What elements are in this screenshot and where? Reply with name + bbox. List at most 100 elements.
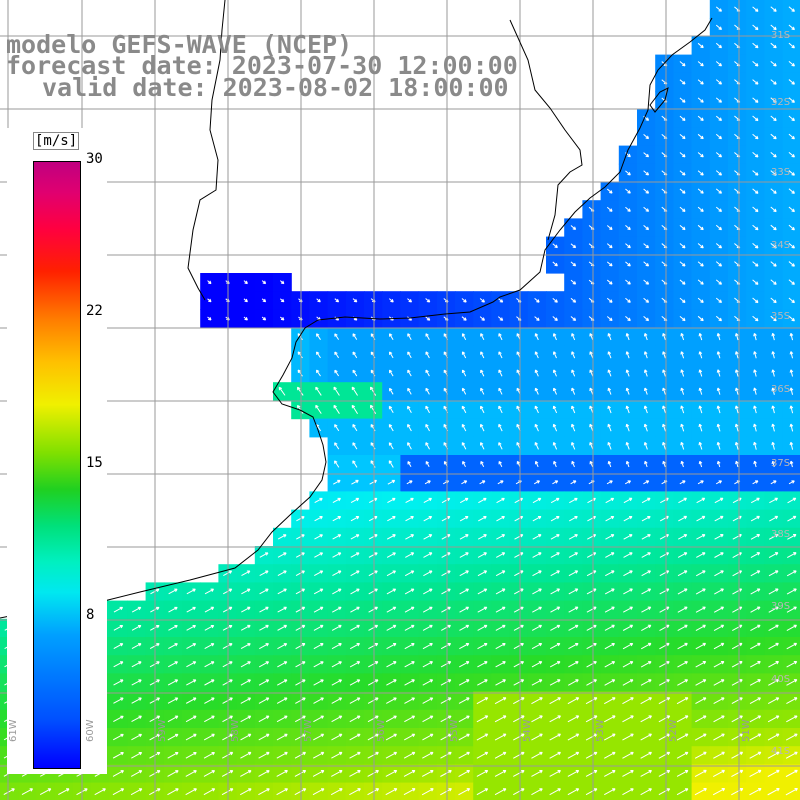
wind-arrow bbox=[786, 588, 797, 595]
wind-arrow bbox=[367, 715, 379, 723]
wind-arrow bbox=[385, 770, 398, 777]
wind-arrow bbox=[589, 405, 594, 414]
wind-arrow bbox=[368, 588, 378, 595]
wind-arrow bbox=[404, 733, 416, 741]
wind-arrow bbox=[788, 60, 795, 67]
wind-arrow bbox=[331, 679, 343, 686]
wind-arrow bbox=[589, 423, 594, 432]
wind-arrow bbox=[204, 643, 215, 650]
wind-arrow bbox=[332, 516, 342, 522]
wind-arrow bbox=[277, 643, 288, 650]
wind-arrow bbox=[662, 333, 666, 341]
wind-arrow bbox=[113, 661, 124, 668]
lat-label: 34S bbox=[771, 240, 791, 251]
wind-arrow bbox=[625, 405, 630, 414]
wind-arrow bbox=[768, 661, 779, 668]
wind-arrow bbox=[607, 387, 612, 395]
wind-arrow bbox=[771, 332, 776, 341]
wind-arrow bbox=[461, 333, 467, 341]
wind-arrow bbox=[753, 387, 757, 395]
wind-arrow bbox=[131, 643, 142, 650]
wind-arrow bbox=[753, 423, 757, 432]
wind-arrow bbox=[316, 298, 321, 303]
wind-arrow bbox=[571, 405, 576, 414]
wind-arrow bbox=[753, 351, 757, 359]
wind-arrow bbox=[715, 152, 723, 158]
wind-arrow bbox=[458, 733, 470, 741]
wind-arrow bbox=[131, 697, 142, 704]
wind-arrow bbox=[625, 206, 631, 212]
wind-arrow bbox=[770, 315, 777, 322]
wind-arrow bbox=[752, 6, 759, 12]
wind-arrow bbox=[787, 515, 797, 522]
wind-arrow bbox=[677, 570, 688, 577]
wind-arrow bbox=[788, 261, 795, 267]
wind-arrow bbox=[568, 570, 579, 577]
wind-arrow bbox=[422, 606, 433, 613]
wind-arrow bbox=[279, 298, 285, 303]
wind-arrow bbox=[787, 497, 797, 504]
wind-arrow bbox=[753, 441, 757, 450]
wind-arrow bbox=[749, 751, 762, 759]
wind-arrow bbox=[531, 733, 543, 741]
wind-arrow bbox=[570, 261, 577, 267]
wind-arrow bbox=[640, 733, 652, 741]
wind-arrow bbox=[586, 588, 597, 595]
wind-arrow bbox=[167, 751, 179, 759]
wind-arrow bbox=[662, 387, 666, 395]
wind-arrow bbox=[680, 387, 685, 395]
wind-arrow bbox=[477, 679, 488, 686]
wind-arrow bbox=[552, 297, 558, 303]
wind-arrow bbox=[494, 715, 507, 723]
wind-arrow bbox=[750, 534, 761, 540]
wind-arrow bbox=[261, 280, 267, 285]
wind-arrow bbox=[440, 770, 452, 777]
wind-arrow bbox=[386, 624, 397, 631]
wind-arrow bbox=[712, 769, 725, 778]
wind-arrow bbox=[767, 751, 780, 759]
wind-arrow bbox=[243, 298, 248, 303]
wind-arrow bbox=[131, 624, 142, 631]
wind-arrow bbox=[480, 369, 485, 377]
wind-arrow bbox=[531, 715, 543, 723]
wind-arrow bbox=[658, 715, 671, 723]
wind-arrow bbox=[643, 351, 648, 359]
wind-arrow bbox=[770, 42, 777, 49]
wind-arrow bbox=[589, 460, 594, 468]
wind-arrow bbox=[479, 316, 485, 321]
wind-arrow bbox=[458, 769, 471, 777]
wind-arrow bbox=[770, 188, 777, 194]
wind-arrow bbox=[112, 751, 124, 759]
wind-arrow bbox=[513, 642, 524, 650]
wind-arrow bbox=[477, 661, 488, 668]
wind-arrow bbox=[786, 606, 797, 613]
wind-arrow bbox=[276, 733, 288, 741]
wind-arrow bbox=[713, 697, 725, 705]
wind-arrow bbox=[716, 387, 721, 395]
wind-arrow bbox=[768, 679, 780, 686]
wind-arrow bbox=[697, 315, 704, 322]
wind-arrow bbox=[606, 188, 613, 194]
wind-arrow bbox=[716, 441, 721, 450]
wind-arrow bbox=[513, 679, 525, 686]
wind-arrow bbox=[495, 624, 506, 631]
wind-arrow bbox=[643, 441, 648, 450]
wind-arrow bbox=[295, 643, 306, 650]
wind-arrow bbox=[552, 333, 557, 341]
wind-arrow bbox=[496, 515, 505, 522]
wind-arrow bbox=[643, 480, 650, 485]
wind-arrow bbox=[534, 333, 539, 341]
wind-arrow bbox=[314, 497, 323, 504]
wind-arrow bbox=[604, 788, 616, 796]
wind-arrow bbox=[552, 261, 558, 267]
wind-arrow bbox=[643, 134, 650, 140]
wind-arrow bbox=[604, 715, 616, 723]
wind-arrow bbox=[604, 751, 616, 759]
wind-arrow bbox=[625, 225, 631, 231]
wind-arrow bbox=[531, 751, 543, 759]
wind-arrow bbox=[771, 405, 775, 414]
wind-arrow bbox=[680, 351, 685, 359]
wind-arrow bbox=[422, 751, 434, 759]
